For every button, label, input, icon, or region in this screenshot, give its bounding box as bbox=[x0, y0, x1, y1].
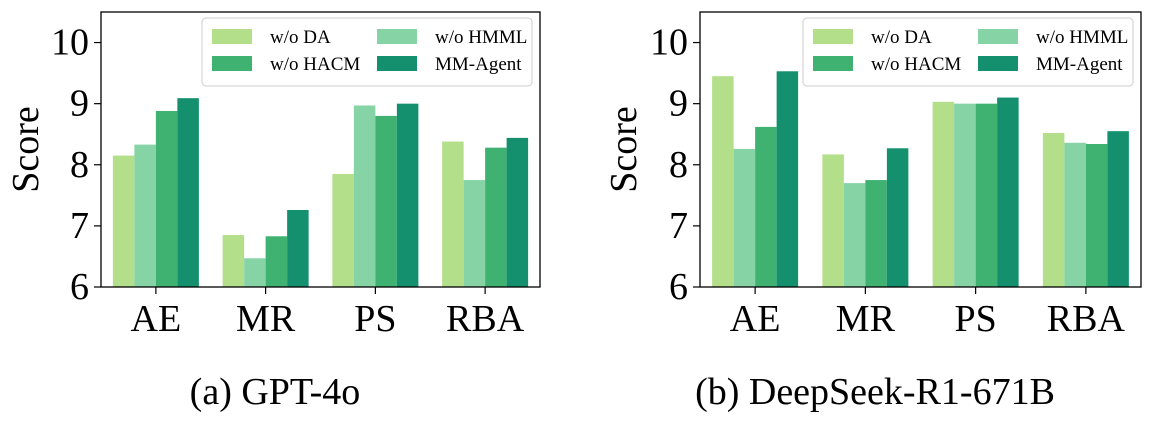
x-tick-label-ps: PS bbox=[954, 298, 996, 340]
plot-frame bbox=[100, 11, 541, 288]
bar-w-o-hacm-mr bbox=[865, 180, 887, 287]
bar-w-o-hmml-ps bbox=[954, 103, 976, 288]
legend-swatch-w-o-hacm bbox=[813, 56, 853, 71]
legend-label-mm-agent: MM-Agent bbox=[1036, 54, 1123, 75]
chart-caption: (a) GPT-4o bbox=[190, 371, 361, 413]
x-tick-label-ae: AE bbox=[131, 298, 182, 340]
y-tick-label: 8 bbox=[669, 144, 688, 186]
bar-w-o-da-ps bbox=[932, 101, 955, 287]
legend-swatch-w-o-hmml bbox=[377, 29, 417, 44]
legend-box bbox=[802, 17, 1134, 87]
x-tick-label-mr: MR bbox=[836, 298, 896, 340]
legend: w/o DA w/o HMML w/o HACM MM-Agent bbox=[802, 17, 1134, 87]
bar-w-o-hacm-ae bbox=[755, 126, 777, 287]
legend: w/o DA w/o HMML w/o HACM MM-Agent bbox=[201, 17, 533, 87]
bar-mm-agent-ps bbox=[396, 103, 419, 288]
bar-w-o-hmml-ae bbox=[733, 148, 756, 287]
legend-swatch-mm-agent bbox=[978, 56, 1018, 71]
chart-panel-2: 6 7 8 9 10 AE MR PS RBA Score w/o DA w/o HMML w/o HA… bbox=[603, 11, 1142, 413]
bar-w-o-hacm-ae bbox=[155, 111, 178, 287]
legend-swatch-w-o-da bbox=[212, 29, 252, 44]
legend-box bbox=[201, 17, 533, 87]
bar-mm-agent-ae bbox=[776, 71, 799, 288]
bar-w-o-da-ae bbox=[712, 76, 734, 288]
plot-frame bbox=[699, 11, 1142, 288]
y-tick-label: 9 bbox=[70, 83, 89, 125]
legend-swatch-w-o-hmml bbox=[978, 29, 1018, 44]
bar-mm-agent-ae bbox=[177, 98, 199, 288]
bar-w-o-hacm-rba bbox=[1085, 144, 1108, 287]
legend-label-w-o-hmml: w/o HMML bbox=[435, 27, 527, 48]
x-tick-label-rba: RBA bbox=[446, 298, 525, 340]
legend-label-w-o-hacm: w/o HACM bbox=[270, 54, 360, 75]
legend-label-mm-agent: MM-Agent bbox=[435, 54, 522, 75]
bar-w-o-hmml-rba bbox=[1064, 142, 1086, 287]
legend-swatch-w-o-da bbox=[813, 29, 853, 44]
x-tick-label-ae: AE bbox=[730, 298, 781, 340]
bar-w-o-da-mr bbox=[822, 154, 844, 287]
chart-panel-1: 6 7 8 9 10 AE MR PS RBA Score w/o DA w/o HMML w/o HA… bbox=[5, 11, 541, 413]
legend-label-w-o-da: w/o DA bbox=[270, 27, 331, 48]
legend-label-w-o-hmml: w/o HMML bbox=[1036, 27, 1128, 48]
y-tick-label: 10 bbox=[650, 22, 688, 64]
y-tick-label: 8 bbox=[70, 144, 89, 186]
bar-mm-agent-rba bbox=[1107, 131, 1129, 287]
bar-w-o-da-ae bbox=[112, 155, 135, 287]
bar-w-o-da-rba bbox=[442, 141, 464, 287]
bar-mm-agent-mr bbox=[287, 210, 309, 287]
chart-caption: (b) DeepSeek-R1-671B bbox=[695, 371, 1055, 413]
legend-swatch-w-o-hacm bbox=[212, 56, 252, 71]
x-tick-label-rba: RBA bbox=[1047, 298, 1126, 340]
bar-w-o-hacm-mr bbox=[265, 236, 288, 287]
bar-w-o-hmml-rba bbox=[463, 180, 486, 287]
y-tick-label: 6 bbox=[669, 266, 688, 308]
y-tick-label: 10 bbox=[51, 22, 89, 64]
y-tick-label: 7 bbox=[669, 205, 688, 247]
bar-w-o-da-mr bbox=[222, 235, 245, 287]
x-tick-label-mr: MR bbox=[236, 298, 296, 340]
bar-w-o-hacm-ps bbox=[375, 115, 397, 287]
bar-w-o-da-rba bbox=[1042, 133, 1065, 287]
y-tick-label: 7 bbox=[70, 205, 89, 247]
x-tick-label-ps: PS bbox=[354, 298, 396, 340]
bar-w-o-hmml-ps bbox=[353, 105, 376, 287]
y-axis-label: Score bbox=[603, 106, 645, 193]
y-tick-label: 9 bbox=[669, 83, 688, 125]
bar-w-o-hmml-mr bbox=[843, 183, 866, 287]
legend-swatch-mm-agent bbox=[377, 56, 417, 71]
bar-mm-agent-ps bbox=[997, 97, 1019, 287]
y-axis-label: Score bbox=[5, 106, 47, 193]
bar-w-o-da-ps bbox=[332, 173, 354, 287]
legend-label-w-o-da: w/o DA bbox=[871, 27, 932, 48]
y-tick-label: 6 bbox=[70, 266, 89, 308]
bar-w-o-hacm-rba bbox=[485, 147, 507, 287]
legend-label-w-o-hacm: w/o HACM bbox=[871, 54, 961, 75]
bar-w-o-hmml-mr bbox=[244, 258, 266, 287]
bar-mm-agent-rba bbox=[506, 137, 529, 287]
bar-w-o-hacm-ps bbox=[975, 103, 998, 288]
bar-mm-agent-mr bbox=[886, 148, 909, 287]
bar-w-o-hmml-ae bbox=[134, 144, 156, 287]
